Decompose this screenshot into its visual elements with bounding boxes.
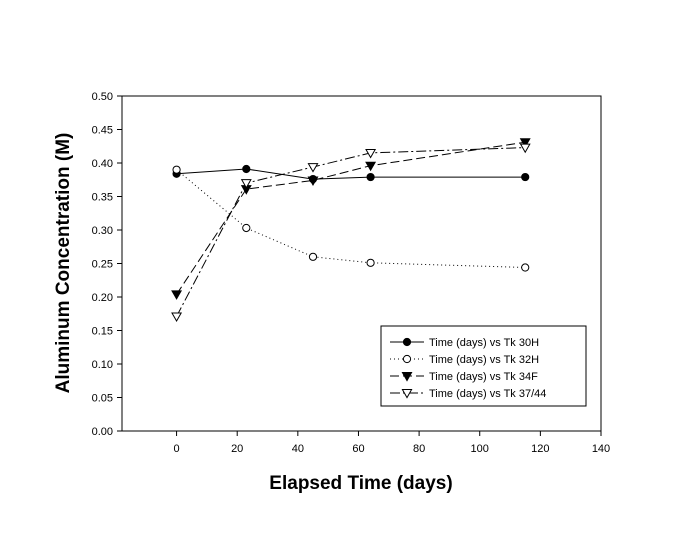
- legend-marker: [402, 354, 412, 364]
- x-tick-label: 120: [531, 443, 549, 455]
- y-axis: 0.00 0.05 0.10 0.15 0.20 0.25 0.30 0.35 0.40 0.45…: [92, 91, 122, 438]
- y-tick-label: 0.20: [92, 292, 113, 304]
- y-tick-label: 0.25: [92, 259, 113, 271]
- data-point: [307, 163, 319, 173]
- series-line: [176, 168, 526, 180]
- y-axis-title: Aluminum Concentration (M): [53, 133, 74, 394]
- y-tick-label: 0.35: [92, 192, 113, 204]
- data-point: [308, 252, 318, 261]
- data-point: [240, 179, 252, 189]
- legend-marker: [402, 337, 412, 347]
- data-point: [242, 223, 251, 233]
- series-3: [171, 138, 531, 300]
- series-4: [171, 143, 531, 323]
- data-point: [172, 165, 181, 174]
- x-tick-label: 60: [352, 443, 364, 455]
- data-point: [519, 143, 531, 154]
- x-tick-label: 20: [231, 443, 243, 455]
- series-1: [172, 164, 530, 184]
- data-point: [519, 138, 531, 148]
- data-point: [366, 258, 375, 267]
- x-tick-label: 80: [413, 443, 425, 455]
- legend-label: Time (days) vs Tk 37/44: [429, 388, 546, 400]
- y-tick-label: 0.05: [92, 393, 113, 405]
- legend-label: Time (days) vs Tk 34F: [429, 371, 538, 383]
- data-point: [171, 290, 183, 300]
- series-line: [176, 169, 526, 268]
- legend-marker: [401, 372, 413, 382]
- y-tick-label: 0.40: [92, 158, 113, 170]
- data-point: [242, 164, 251, 174]
- data-point: [365, 149, 377, 159]
- legend-label: Time (days) vs Tk 32H: [429, 354, 539, 366]
- data-series: [171, 138, 531, 323]
- y-tick-label: 0.10: [92, 359, 113, 371]
- y-tick-label: 0.00: [92, 426, 113, 438]
- data-point: [521, 172, 530, 182]
- legend-marker: [401, 389, 413, 399]
- y-tick-label: 0.15: [92, 326, 113, 338]
- x-tick-label: 140: [592, 443, 610, 455]
- y-tick-label: 0.50: [92, 91, 113, 103]
- x-tick-label: 0: [174, 443, 180, 455]
- series-2: [172, 165, 530, 272]
- data-point: [366, 172, 375, 182]
- x-tick-label: 100: [471, 443, 489, 455]
- data-point: [521, 263, 530, 272]
- data-point: [307, 176, 319, 187]
- legend: Time (days) vs Tk 30H Time (days) vs Tk 3…: [380, 325, 587, 407]
- data-point: [171, 312, 183, 323]
- y-tick-label: 0.30: [92, 225, 113, 237]
- x-tick-label: 40: [292, 443, 304, 455]
- series-line: [176, 147, 526, 317]
- series-line: [176, 141, 526, 295]
- x-axis: 0 20 40 60 80 100 120 140: [174, 431, 610, 455]
- data-point: [365, 161, 377, 172]
- y-tick-label: 0.45: [92, 125, 113, 137]
- x-axis-title: Elapsed Time (days): [269, 473, 452, 494]
- legend-label: Time (days) vs Tk 30H: [429, 337, 539, 349]
